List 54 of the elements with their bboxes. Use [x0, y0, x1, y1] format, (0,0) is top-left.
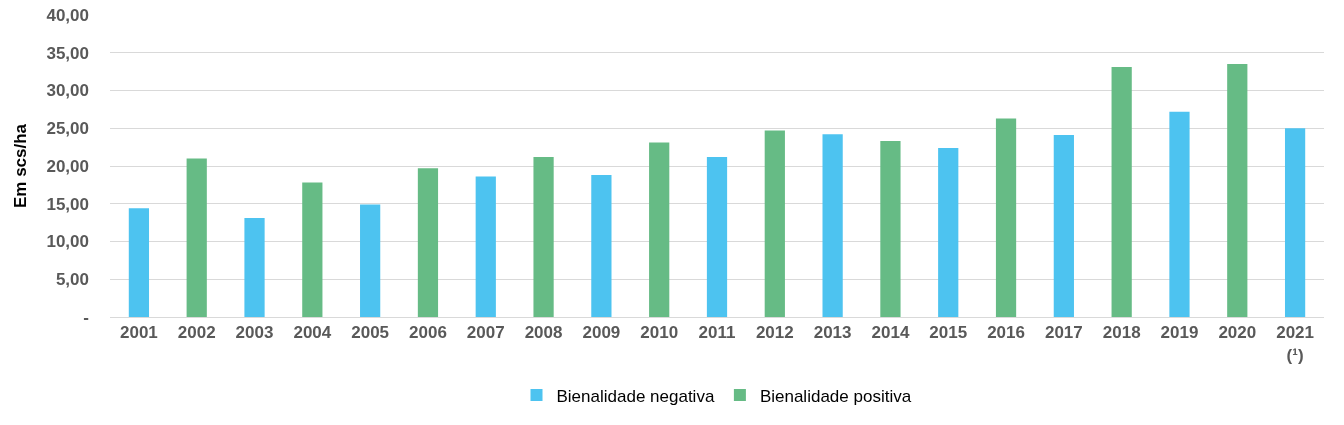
y-tick-label: 10,00	[46, 232, 89, 252]
y-tick-label: 35,00	[46, 43, 89, 63]
x-tick-label: 2021 (¹)	[1276, 323, 1315, 365]
x-tick-label: 2002	[177, 323, 216, 343]
bar	[1053, 135, 1074, 317]
bar	[475, 176, 496, 317]
x-tick-label: 2020	[1218, 323, 1257, 343]
x-tick-label: 2016	[987, 323, 1025, 343]
y-tick-label: 30,00	[46, 81, 89, 101]
y-tick-label: 25,00	[46, 119, 89, 139]
bar	[995, 118, 1017, 317]
x-tick-label: 2001	[119, 323, 158, 343]
x-tick-label: 2014	[871, 323, 910, 343]
y-tick-label: 20,00	[46, 156, 89, 176]
y-tick-label: 40,00	[46, 5, 89, 25]
legend-label: Bienalidade negativa	[556, 386, 715, 406]
bar	[1169, 111, 1190, 317]
x-tick-label: 2017	[1044, 323, 1083, 343]
bar	[591, 175, 612, 317]
bar	[360, 204, 381, 317]
x-tick-label: 2005	[351, 323, 390, 343]
x-tick-label: 2003	[235, 323, 274, 343]
bar	[244, 218, 265, 317]
bar	[880, 141, 901, 317]
x-tick-label: 2008	[524, 323, 563, 343]
x-tick-label: 2004	[293, 323, 332, 343]
bar	[417, 168, 439, 317]
bar	[649, 142, 670, 317]
bar	[302, 182, 323, 317]
bar	[764, 130, 785, 317]
bar	[186, 158, 207, 317]
x-tick-label: 2015	[929, 323, 968, 343]
y-tick-label: 15,00	[46, 194, 89, 214]
y-tick-label: 5,00	[55, 270, 89, 290]
bar	[938, 147, 959, 317]
x-tick-label: 2006	[409, 323, 447, 343]
y-tick-label: -	[83, 307, 89, 327]
x-tick-label: 2009	[582, 323, 621, 343]
x-tick-label: 2011	[698, 323, 736, 343]
bar	[533, 156, 554, 317]
legend-label: Bienalidade positiva	[759, 386, 912, 406]
bar	[128, 208, 150, 317]
bar	[706, 156, 728, 317]
x-tick-label: 2012	[755, 323, 794, 343]
x-tick-label: 2013	[813, 323, 852, 343]
bar	[1284, 128, 1306, 317]
x-tick-label: 2018	[1102, 323, 1141, 343]
bar	[1111, 67, 1132, 317]
x-tick-label: 2019	[1160, 323, 1199, 343]
bar	[822, 134, 843, 317]
x-tick-label: 2007	[466, 323, 505, 343]
bar	[1227, 64, 1248, 317]
x-tick-label: 2010	[640, 323, 679, 343]
y-axis-title: Em scs/ha	[11, 123, 30, 209]
